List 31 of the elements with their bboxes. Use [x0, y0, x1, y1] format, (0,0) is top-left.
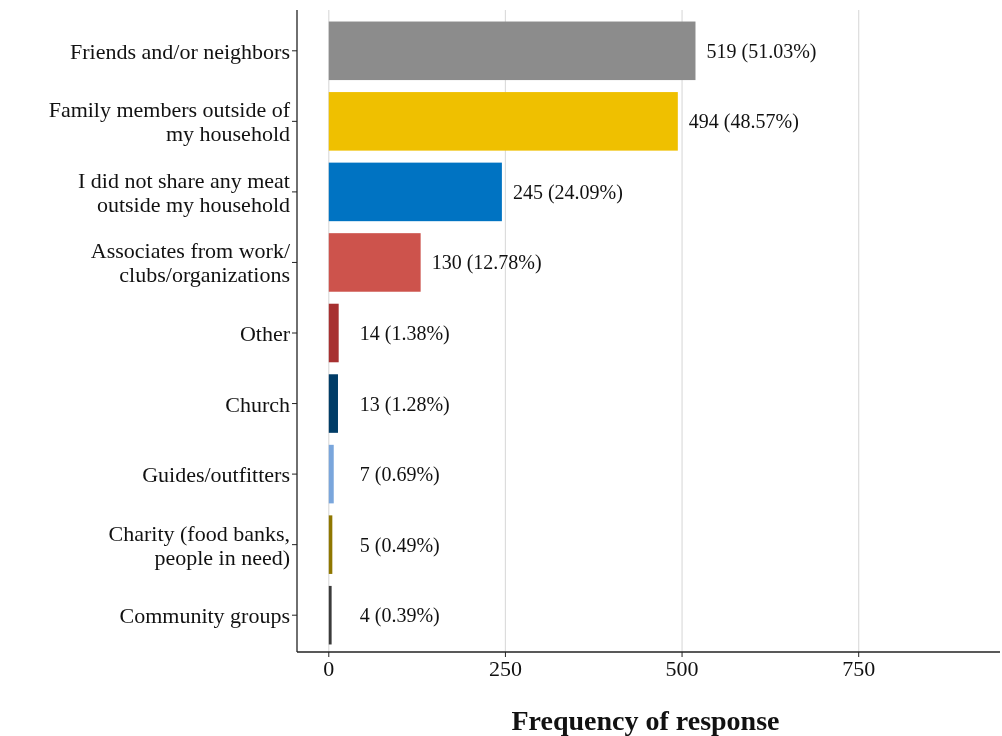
bar [328, 92, 678, 151]
data-label: 519 (51.03%) [706, 39, 817, 63]
bar [328, 444, 334, 504]
data-label: 245 (24.09%) [512, 180, 623, 204]
x-tick-label: 500 [665, 656, 699, 681]
bar [328, 374, 338, 433]
data-label: 5 (0.49%) [359, 533, 440, 557]
data-label: 494 (48.57%) [688, 110, 799, 134]
data-label: 130 (12.78%) [431, 251, 542, 275]
x-axis-title: Frequency of response [511, 705, 780, 736]
y-tick-label: I did not share any meat outside my household [78, 167, 290, 217]
y-tick-label: Community groups [119, 602, 290, 628]
data-label: 13 (1.28%) [359, 392, 450, 416]
data-label: 14 (1.38%) [359, 322, 450, 345]
x-tick-label: 250 [488, 656, 522, 681]
x-tick-label: 750 [842, 656, 876, 681]
y-tick-label: Other [239, 320, 291, 346]
y-tick-label: Guides/outfitters [142, 461, 290, 487]
data-label: 4 (0.39%) [359, 604, 440, 628]
bar [328, 585, 332, 645]
y-tick-label: Associates from work/ clubs/organizations [90, 237, 291, 287]
bar [328, 233, 421, 292]
bar [328, 303, 339, 363]
y-tick-label: Church [225, 391, 290, 417]
bar [328, 21, 696, 81]
y-tick-label: Charity (food banks, people in need) [108, 520, 290, 570]
bar [328, 162, 502, 222]
y-tick-label: Family members outside of my household [48, 96, 291, 146]
x-tick-label: 0 [323, 656, 335, 681]
y-tick-label: Friends and/or neighbors [70, 38, 290, 64]
data-label: 7 (0.69%) [359, 463, 440, 487]
